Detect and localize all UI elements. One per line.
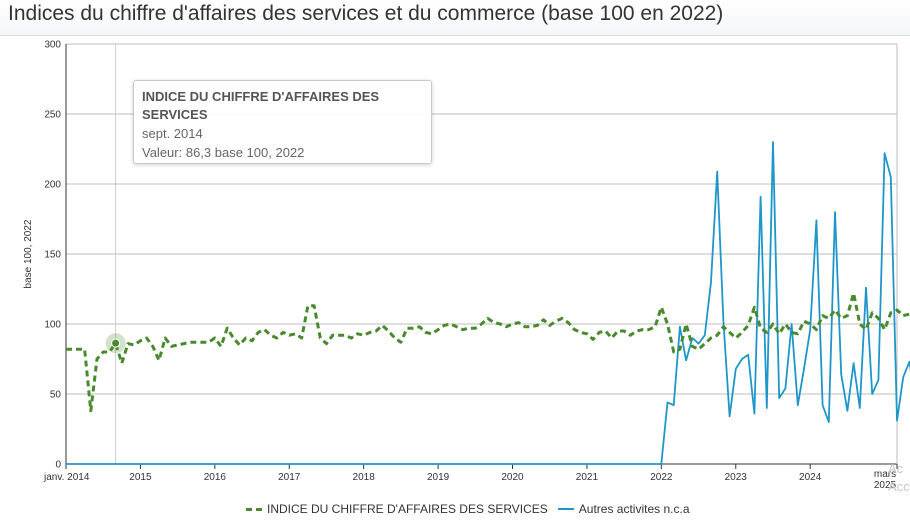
x-tick-label: 2024 xyxy=(799,472,822,483)
x-tick-label-part: 2025 xyxy=(874,480,897,491)
legend-item-autres[interactable]: Autres activites n.c.a xyxy=(557,502,690,516)
y-tick-label: 0 xyxy=(55,460,61,471)
legend-swatch-autres xyxy=(557,508,574,510)
legend-item-services[interactable]: INDICE DU CHIFFRE D'AFFAIRES DES SERVICE… xyxy=(246,502,548,516)
x-tick-label: 2016 xyxy=(204,472,227,483)
tooltip-value: Valeur: 86,3 base 100, 2022 xyxy=(142,145,305,160)
x-tick-label: 2019 xyxy=(427,472,450,483)
series-line-services xyxy=(66,291,910,413)
y-tick-label: 300 xyxy=(44,40,61,51)
y-tick-label: 250 xyxy=(44,110,61,121)
corner-watermark-line1: Ac xyxy=(888,461,904,476)
x-tick-label: 2018 xyxy=(353,472,376,483)
x-tick-label: 2020 xyxy=(501,472,524,483)
x-tick-label: janv. 2014 xyxy=(43,472,90,483)
x-tick-label: 2023 xyxy=(725,472,748,483)
y-tick-label: 150 xyxy=(44,250,61,261)
tooltip: INDICE DU CHIFFRE D'AFFAIRES DES SERVICE… xyxy=(133,80,432,164)
title-bar: Indices du chiffre d'affaires des servic… xyxy=(0,0,910,36)
x-tick-label: 2017 xyxy=(278,472,301,483)
x-tick-label: mars 2025 xyxy=(874,469,897,491)
highlight-marker xyxy=(105,333,126,354)
legend-swatch-services xyxy=(246,507,262,511)
x-tick-label-part: mars xyxy=(874,469,896,480)
y-tick-label: 50 xyxy=(50,390,62,401)
legend-label-services: INDICE DU CHIFFRE D'AFFAIRES DES SERVICE… xyxy=(267,502,548,516)
page-title: Indices du chiffre d'affaires des servic… xyxy=(8,2,724,25)
series-line-autres xyxy=(66,141,910,465)
highlight-point xyxy=(111,338,121,348)
series-lines xyxy=(66,141,910,465)
tooltip-date: sept. 2014 xyxy=(142,126,203,141)
chart-legend: INDICE DU CHIFFRE D'AFFAIRES DES SERVICE… xyxy=(246,499,700,519)
tooltip-series-name: INDICE DU CHIFFRE D'AFFAIRES DES SERVICE… xyxy=(142,89,380,122)
x-tick-label: 2022 xyxy=(650,472,673,483)
corner-watermark-line2: Acc xyxy=(888,479,910,494)
legend-label-autres: Autres activites n.c.a xyxy=(578,502,690,516)
corner-watermark: Ac Acc xyxy=(888,460,910,496)
y-tick-label: 100 xyxy=(44,320,61,331)
x-tick-label: 2021 xyxy=(576,472,599,483)
y-axis-label: base 100, 2022 xyxy=(23,219,34,288)
x-tick-label: 2015 xyxy=(129,472,152,483)
y-tick-label: 200 xyxy=(44,180,61,191)
